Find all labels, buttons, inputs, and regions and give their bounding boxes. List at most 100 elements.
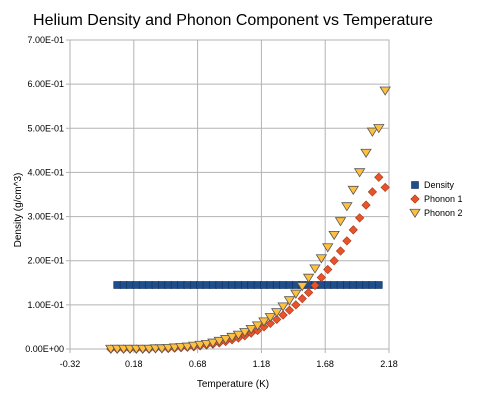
data-point (303, 287, 314, 298)
x-axis-label: Temperature (K) (197, 379, 269, 390)
x-tick-label: 0.18 (125, 359, 143, 369)
data-point (207, 338, 219, 348)
data-point (367, 187, 378, 197)
data-point (374, 281, 383, 289)
data-point (360, 148, 372, 159)
data-point (336, 281, 345, 289)
data-point (334, 217, 347, 227)
axes (69, 39, 390, 350)
data-point (145, 281, 153, 289)
data-point (343, 281, 351, 289)
data-point (259, 322, 269, 332)
data-point (245, 324, 257, 335)
data-point (316, 272, 326, 283)
data-point (215, 281, 224, 289)
data-point (251, 321, 264, 331)
legend: Density Phonon 1 Phonon 2 (409, 180, 463, 219)
data-point (200, 339, 213, 350)
y-tick-label: 6.00E-01 (27, 79, 64, 89)
data-point (194, 340, 206, 351)
data-point (323, 264, 333, 275)
data-point (253, 281, 262, 289)
x-tick-label: 1.68 (316, 359, 334, 369)
legend-label: Phonon 2 (424, 208, 463, 218)
plot-area (70, 40, 389, 349)
data-point (202, 281, 211, 289)
legend-item: Phonon 2 (409, 208, 463, 219)
data-point (196, 281, 204, 289)
data-point (164, 281, 173, 289)
data-point (228, 281, 236, 289)
x-tick-label: 0.68 (189, 359, 207, 369)
data-point (309, 264, 321, 274)
data-point (380, 182, 390, 193)
data-point (323, 281, 332, 289)
y-tick-label: 2.00E-01 (27, 256, 64, 266)
y-axis-label: Density (g/cm^3) (13, 173, 24, 248)
data-point (138, 281, 147, 289)
data-point (297, 294, 307, 304)
data-point (349, 281, 358, 289)
data-point (284, 305, 295, 315)
data-point (126, 281, 134, 289)
data-point (258, 317, 270, 327)
data-point (226, 332, 238, 343)
data-marks (105, 86, 391, 355)
legend-label: Phonon 1 (424, 194, 463, 204)
legend-triangle-icon (409, 208, 421, 219)
data-point (347, 185, 359, 196)
x-tick-label: -0.32 (60, 359, 81, 369)
data-point (181, 342, 194, 352)
data-point (209, 281, 217, 289)
data-point (379, 86, 391, 96)
series-phonon-2 (105, 86, 391, 355)
data-point (264, 313, 277, 323)
x-tick-label: 1.18 (253, 359, 271, 369)
data-point (348, 225, 358, 235)
legend-label: Density (424, 180, 455, 190)
data-point (355, 281, 364, 289)
data-point (368, 281, 377, 289)
data-point (329, 256, 339, 266)
data-point (342, 236, 352, 246)
data-point (285, 281, 294, 289)
data-point (265, 318, 275, 329)
data-point (291, 300, 301, 310)
data-point (132, 281, 141, 289)
data-point (170, 281, 179, 289)
plot-background (70, 40, 389, 349)
data-point (232, 330, 245, 340)
x-tick-label: 2.18 (380, 359, 398, 369)
data-point (322, 243, 334, 253)
data-point (283, 296, 296, 306)
data-point (302, 273, 315, 283)
legend-square-icon (411, 181, 419, 189)
data-point (158, 281, 166, 289)
data-point (279, 281, 287, 289)
data-point (361, 200, 371, 210)
data-point (335, 246, 346, 256)
data-point (277, 302, 289, 312)
data-point (341, 202, 353, 212)
data-point (362, 281, 370, 289)
data-point (189, 281, 198, 289)
data-point (270, 308, 283, 318)
data-point (355, 213, 365, 223)
data-point (330, 281, 338, 289)
legend-diamond-icon (410, 194, 420, 204)
data-point (177, 281, 185, 289)
data-point (151, 281, 160, 289)
data-point (247, 281, 255, 289)
data-point (260, 281, 268, 289)
data-point (315, 254, 328, 264)
data-point (241, 281, 249, 289)
tick-labels: 0.00E+00 1.00E-01 2.00E-01 3.00E-01 4.00E-01… (25, 35, 398, 369)
data-point (188, 341, 200, 351)
data-point (234, 281, 243, 289)
legend-item: Phonon 1 (410, 194, 463, 204)
data-point (219, 335, 232, 345)
data-point (183, 281, 192, 289)
data-point (213, 336, 226, 347)
data-point (266, 281, 275, 289)
